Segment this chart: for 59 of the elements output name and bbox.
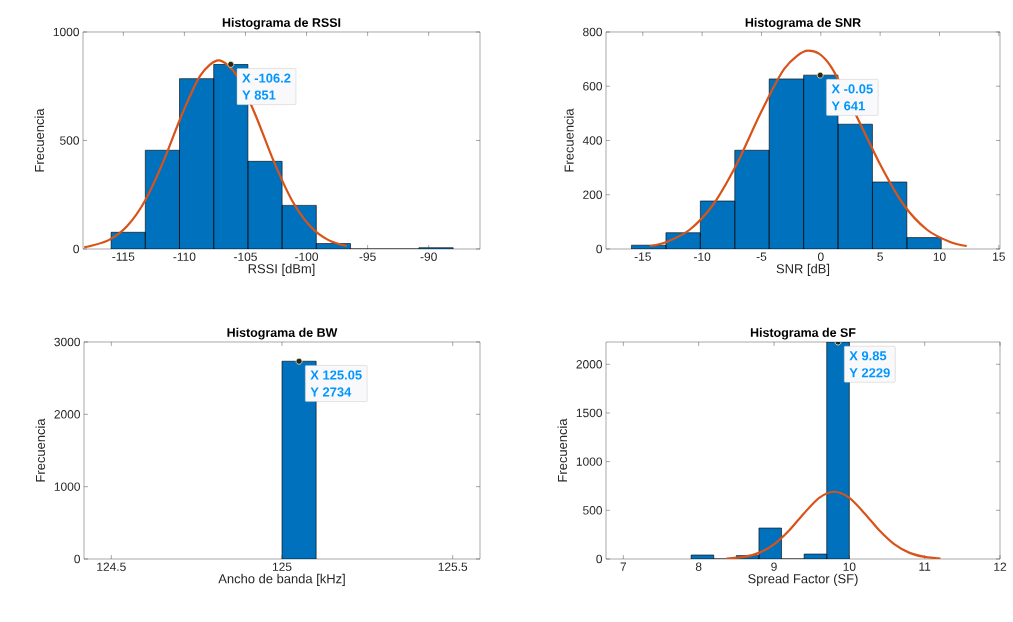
x-tick-label: -90	[420, 252, 437, 261]
chart-title: Histograma de BW	[227, 327, 338, 340]
chart-title: Histograma de RSSI	[222, 17, 341, 30]
y-tick-label: 1000	[54, 482, 81, 491]
annotation: X -0.05	[831, 84, 873, 94]
y-tick-label: 1000	[576, 457, 603, 466]
y-tick-label: 1000	[53, 27, 80, 37]
x-tick-label: 15	[993, 252, 1005, 261]
y-tick-label: 600	[583, 82, 603, 91]
y-axis-title: Frecuencia	[35, 418, 46, 482]
x-axis-title: RSSI [dBm]	[248, 263, 315, 276]
y-tick-label: 500	[60, 136, 80, 145]
annotation: Y 641	[831, 101, 865, 111]
x-tick-label: -5	[756, 252, 767, 261]
chart-title: Histograma de SNR	[745, 17, 861, 30]
chart-title: Histograma de SF	[750, 327, 856, 340]
x-tick-label: 5	[877, 252, 883, 261]
y-tick-label: 0	[596, 244, 603, 254]
x-tick-label: -100	[295, 252, 319, 261]
y-tick-label: 2000	[54, 410, 81, 419]
annotation: X 125.05	[310, 370, 362, 380]
y-tick-label: 1500	[576, 408, 603, 418]
x-axis-title: Spread Factor (SF)	[748, 573, 858, 586]
x-tick-label: 12	[994, 562, 1007, 571]
x-tick-label: -110	[173, 252, 196, 261]
y-tick-label: 500	[583, 506, 603, 515]
y-tick-label: 400	[582, 136, 603, 145]
annotation: Y 2734	[310, 387, 352, 397]
x-tick-label: 0	[817, 252, 824, 261]
annotation: Y 851	[242, 90, 276, 100]
x-tick-label: -15	[634, 252, 651, 261]
x-axis-title: Ancho de banda [kHz]	[218, 573, 345, 586]
y-tick-label: 3000	[54, 337, 81, 347]
x-tick-label: 8	[695, 562, 702, 571]
y-tick-label: 0	[74, 554, 81, 564]
y-tick-label: 0	[73, 244, 80, 254]
y-axis-title: Frecuencia	[564, 108, 574, 172]
x-tick-label: 124.5	[97, 562, 126, 571]
y-tick-label: 200	[583, 190, 603, 199]
x-tick-label: 10	[843, 562, 856, 571]
x-tick-label: 125	[272, 562, 292, 571]
x-axis-title: SNR [dB]	[776, 263, 830, 276]
y-tick-label: 800	[583, 27, 603, 37]
x-tick-label: 11	[919, 562, 931, 571]
y-tick-label: 0	[596, 554, 603, 564]
x-tick-label: 9	[771, 562, 777, 571]
y-axis-title: Frecuencia	[557, 418, 568, 482]
annotation: X 9.85	[849, 351, 887, 361]
x-tick-label: 7	[620, 562, 627, 571]
x-tick-label: 10	[933, 252, 946, 261]
x-tick-label: -105	[234, 252, 257, 261]
x-tick-label: -10	[694, 252, 711, 261]
x-tick-label: -115	[112, 252, 135, 261]
x-tick-label: 125.5	[438, 562, 468, 571]
annotation: X -106.2	[242, 73, 291, 83]
annotation: Y 2229	[849, 368, 890, 378]
y-axis-title: Frecuencia	[34, 108, 45, 172]
x-tick-label: -95	[359, 252, 376, 261]
y-tick-label: 2000	[576, 360, 603, 369]
